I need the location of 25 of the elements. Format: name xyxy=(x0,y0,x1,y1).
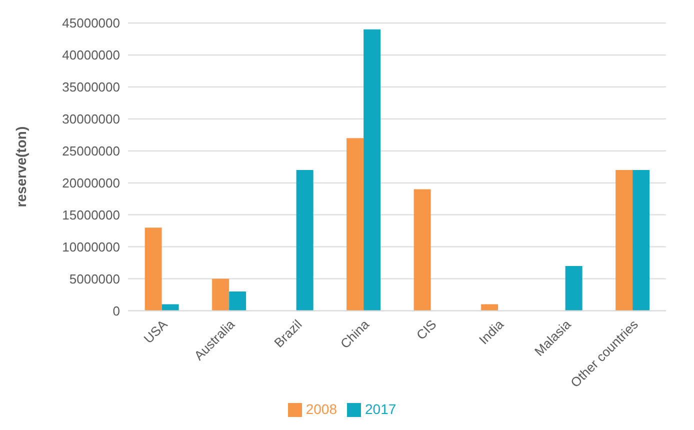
bar xyxy=(565,266,582,311)
y-tick-label: 0 xyxy=(112,303,120,318)
bar xyxy=(632,170,650,311)
y-tick-label: 10000000 xyxy=(62,239,120,254)
bar xyxy=(296,170,314,311)
y-tick-label: 25000000 xyxy=(62,143,120,158)
bar xyxy=(616,170,633,311)
legend-label: 2008 xyxy=(306,400,337,417)
y-tick-label: 15000000 xyxy=(62,207,120,222)
y-tick-label: 30000000 xyxy=(62,112,120,127)
y-tick-label: 40000000 xyxy=(62,48,120,63)
bar xyxy=(346,138,364,311)
bar xyxy=(212,278,230,311)
x-tick-label: CIS xyxy=(413,316,440,343)
x-tick-label: USA xyxy=(140,316,171,346)
y-tick-label: 35000000 xyxy=(62,80,120,95)
y-tick-label: 20000000 xyxy=(62,175,120,190)
bar xyxy=(229,292,246,311)
y-axis-title: reserve(ton) xyxy=(12,126,29,208)
bar xyxy=(414,189,431,311)
bar xyxy=(364,29,381,311)
bar xyxy=(144,228,162,311)
legend-label: 2017 xyxy=(365,400,396,417)
y-tick-label: 5000000 xyxy=(69,271,120,286)
y-tick-label: 45000000 xyxy=(62,16,120,31)
